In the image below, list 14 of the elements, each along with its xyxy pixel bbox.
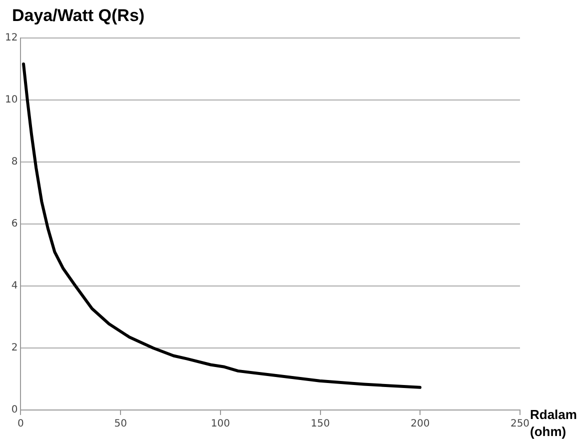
y-tick-label: 2 <box>11 342 18 354</box>
y-tick-label: 4 <box>11 280 18 292</box>
y-tick-label: 12 <box>4 32 18 44</box>
y-tick-label: 6 <box>11 218 18 230</box>
x-tick-label: 50 <box>114 418 127 430</box>
y-tick-label: 8 <box>11 156 18 168</box>
chart-title: Daya/Watt Q(Rs) <box>12 6 145 26</box>
x-tick-label: 250 <box>510 418 530 430</box>
x-axis-title: Rdalam (ohm) <box>530 406 578 439</box>
y-tick-label: 0 <box>11 404 18 416</box>
x-tick-label: 200 <box>410 418 430 430</box>
y-tick-label: 10 <box>4 94 18 106</box>
x-tick-label: 150 <box>310 418 330 430</box>
x-tick-label: 100 <box>210 418 230 430</box>
